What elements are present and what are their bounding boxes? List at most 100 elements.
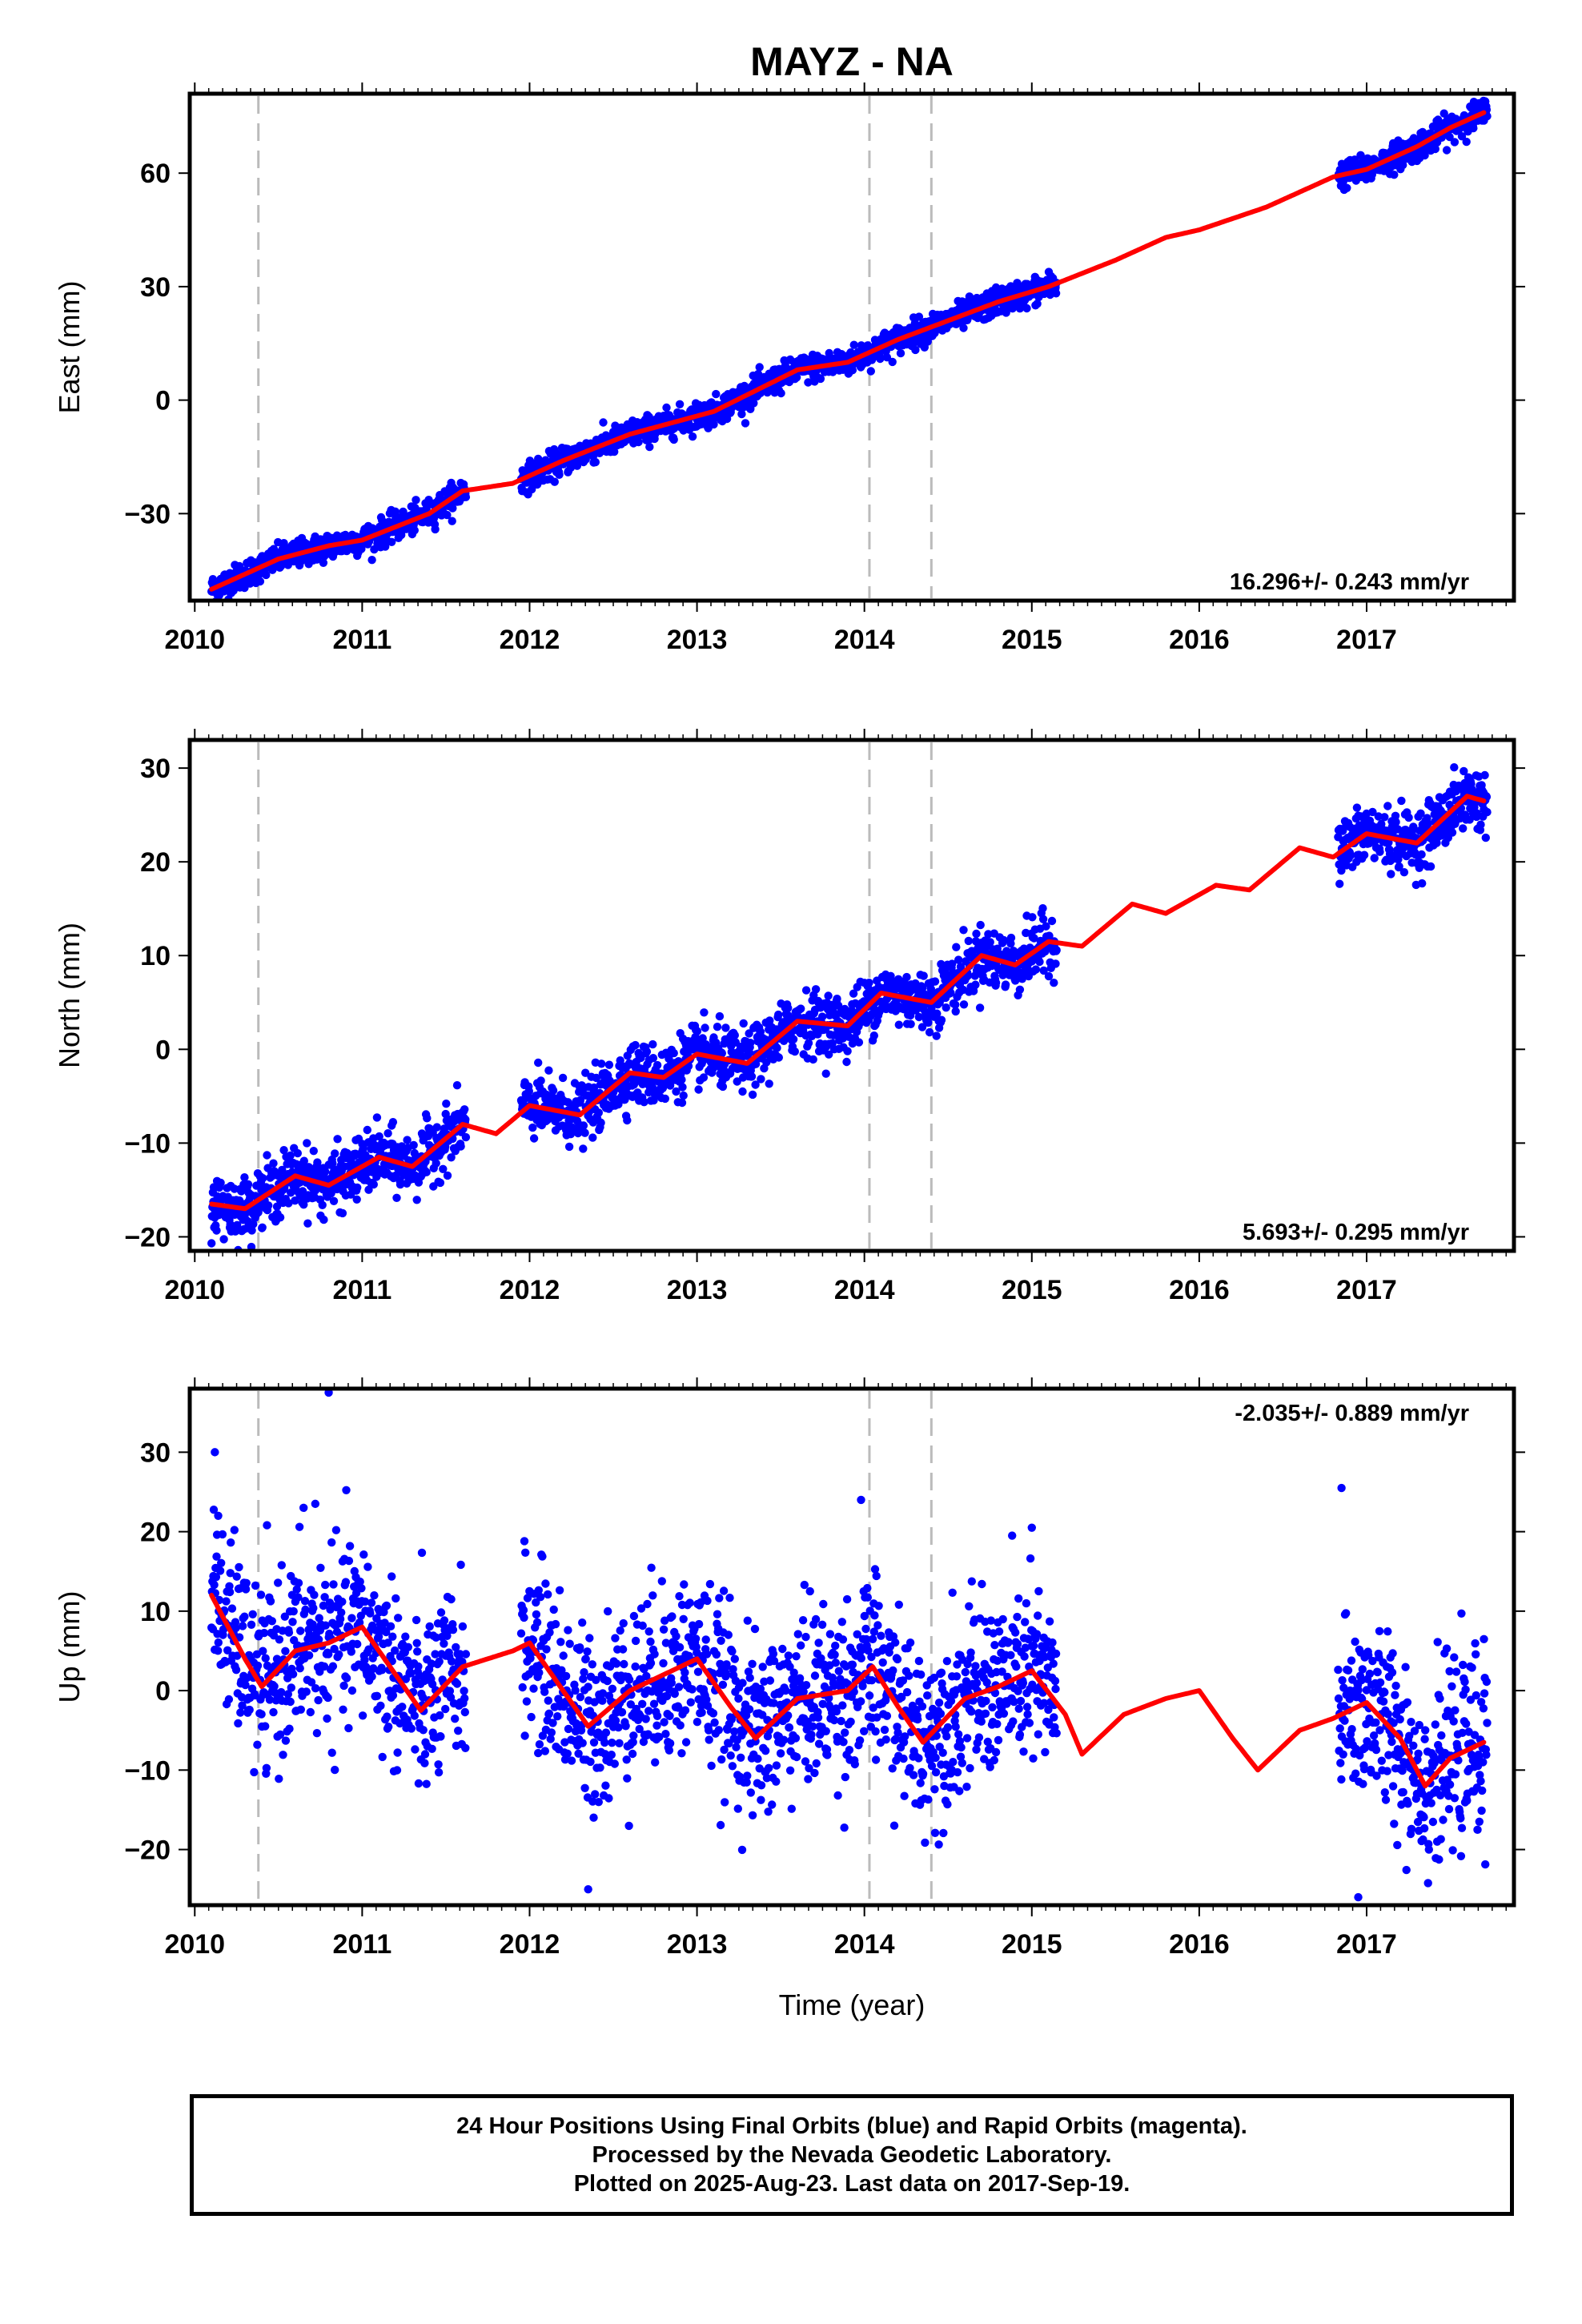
data-point xyxy=(594,1108,603,1117)
data-point xyxy=(240,1173,249,1182)
x-tick-label: 2011 xyxy=(332,625,391,655)
data-point xyxy=(712,389,721,399)
data-point xyxy=(558,1073,568,1083)
data-point xyxy=(286,1151,295,1160)
data-point xyxy=(367,1672,376,1681)
data-point xyxy=(250,1767,259,1777)
x-tick-label: 2017 xyxy=(1336,625,1397,655)
data-point xyxy=(300,1597,310,1606)
data-point xyxy=(257,1710,266,1719)
data-point xyxy=(1445,132,1454,142)
data-point xyxy=(358,1711,367,1720)
data-point xyxy=(930,977,940,986)
data-point xyxy=(543,1116,552,1124)
data-point xyxy=(616,1056,624,1065)
data-point xyxy=(367,1598,376,1607)
data-point xyxy=(388,1118,398,1127)
data-point xyxy=(218,1530,227,1539)
data-point xyxy=(623,1116,632,1125)
y-tick-label: 30 xyxy=(140,754,171,784)
panels-group: 2010 2011 2012 2013 2014 2015 2016 2017−3003060… xyxy=(53,82,1525,1960)
data-point xyxy=(394,1614,403,1622)
data-point xyxy=(1368,807,1377,817)
data-point xyxy=(353,1183,362,1192)
data-point xyxy=(302,1687,311,1696)
data-point xyxy=(1006,933,1016,943)
data-point xyxy=(299,1156,308,1165)
data-point xyxy=(443,1171,452,1180)
data-point xyxy=(662,403,671,412)
panel-north: 2010 2011 2012 2013 2014 2015 2016 2017−20−1001… xyxy=(53,729,1525,1305)
x-tick-label: 2016 xyxy=(1169,1275,1230,1305)
data-point xyxy=(328,1159,337,1168)
data-point xyxy=(230,1526,239,1534)
data-point xyxy=(773,1043,781,1052)
data-point xyxy=(824,991,833,1000)
data-point xyxy=(550,477,559,486)
data-point xyxy=(688,432,697,441)
data-point xyxy=(642,1047,652,1056)
y-axis-label: East (mm) xyxy=(53,281,86,414)
data-point xyxy=(247,1242,256,1251)
x-tick-label: 2017 xyxy=(1336,1275,1397,1305)
data-point xyxy=(382,1601,391,1610)
data-point xyxy=(718,1082,728,1092)
data-point xyxy=(327,1748,336,1757)
data-point xyxy=(344,1723,353,1733)
data-point xyxy=(1052,946,1061,955)
data-point xyxy=(247,1226,256,1235)
data-point xyxy=(372,1691,382,1700)
y-tick-label: 20 xyxy=(140,847,171,878)
data-point xyxy=(224,1695,234,1704)
data-point xyxy=(366,1609,375,1618)
data-point xyxy=(432,1123,441,1132)
data-point xyxy=(241,1680,250,1690)
data-point xyxy=(811,985,821,994)
data-point xyxy=(241,1585,251,1594)
data-point xyxy=(911,345,920,355)
data-point xyxy=(259,1174,267,1183)
data-point xyxy=(597,1059,606,1068)
data-point xyxy=(310,1590,319,1599)
data-point xyxy=(821,1069,830,1078)
data-point xyxy=(216,1178,225,1188)
data-point xyxy=(1426,862,1435,871)
data-point xyxy=(738,1087,747,1096)
data-point xyxy=(528,1123,537,1132)
data-point xyxy=(255,1252,263,1260)
data-point xyxy=(1374,812,1383,821)
data-point xyxy=(341,1578,351,1586)
data-point xyxy=(1033,300,1042,308)
data-point xyxy=(315,1614,323,1622)
data-point xyxy=(925,1027,934,1037)
data-point xyxy=(262,570,271,580)
data-point xyxy=(700,1008,709,1017)
data-point xyxy=(693,1027,702,1035)
data-point xyxy=(324,1650,333,1659)
data-point xyxy=(917,1023,927,1031)
data-points xyxy=(207,96,1492,601)
data-point xyxy=(431,525,440,534)
data-point xyxy=(265,1695,275,1704)
data-point xyxy=(1457,132,1467,141)
data-point xyxy=(1352,803,1362,812)
data-point xyxy=(347,1686,357,1695)
data-point xyxy=(809,1055,817,1064)
data-point xyxy=(212,1226,221,1235)
data-point xyxy=(1483,807,1492,817)
data-point xyxy=(355,1618,364,1627)
data-point xyxy=(339,1705,347,1714)
data-point xyxy=(412,1196,421,1204)
data-point xyxy=(323,1714,331,1723)
data-point xyxy=(932,1031,941,1040)
data-point xyxy=(869,1031,879,1040)
data-point xyxy=(1442,146,1452,155)
data-point xyxy=(774,1053,783,1062)
data-point xyxy=(321,1621,330,1630)
data-point xyxy=(999,935,1009,945)
chart-title: MAYZ - NA xyxy=(750,39,954,84)
data-point xyxy=(661,1094,669,1104)
data-point xyxy=(964,936,974,946)
y-tick-label: 0 xyxy=(155,1035,171,1065)
data-point xyxy=(658,1084,668,1093)
